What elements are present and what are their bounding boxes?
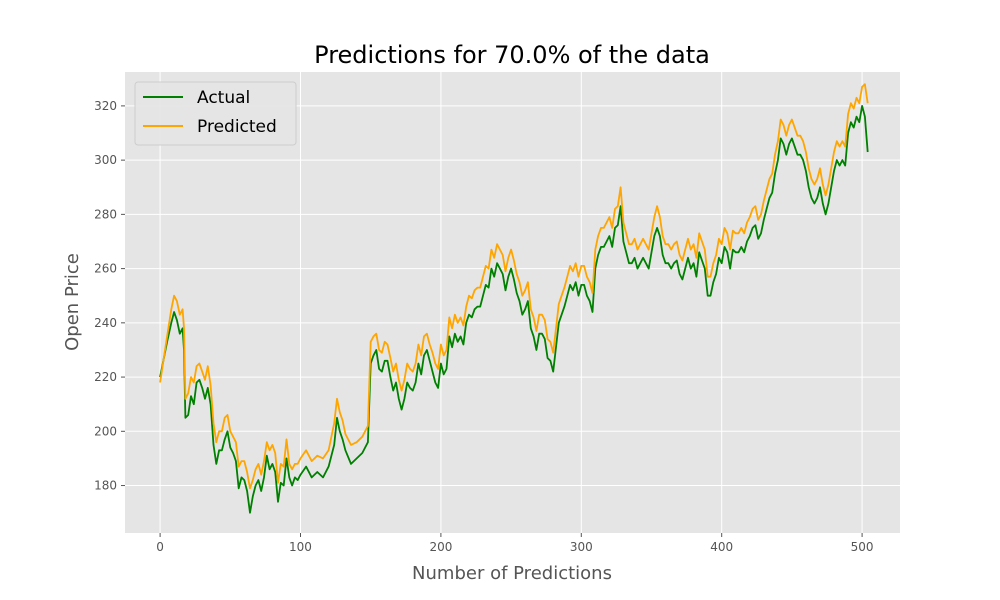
legend: Actual Predicted (134, 81, 297, 146)
y-tick-label: 280 (94, 207, 117, 221)
y-tick-label: 180 (94, 479, 117, 493)
x-axis-label: Number of Predictions (412, 563, 612, 584)
y-tick-label: 320 (94, 99, 117, 113)
chart-title: Predictions for 70.0% of the data (314, 41, 710, 69)
series-line-actual (159, 105, 869, 514)
x-axis-ticks: 0 100 200 300 400 500 (156, 533, 874, 554)
y-tick-label: 200 (94, 424, 117, 438)
y-axis-label: Open Price (62, 253, 83, 351)
x-tick-label: 200 (429, 540, 452, 554)
series-lines (159, 83, 869, 514)
x-tick-label: 400 (710, 540, 733, 554)
legend-label-predicted: Predicted (197, 117, 277, 137)
grid-lines (125, 72, 900, 533)
plot-area (125, 72, 900, 533)
y-axis-ticks: 180 200 220 240 260 280 300 320 (94, 99, 125, 493)
y-tick-label: 220 (94, 370, 117, 384)
y-tick-label: 260 (94, 262, 117, 276)
x-tick-label: 300 (570, 540, 593, 554)
y-tick-label: 300 (94, 153, 117, 167)
x-tick-label: 100 (289, 540, 312, 554)
legend-label-actual: Actual (197, 88, 250, 108)
x-tick-label: 500 (851, 540, 874, 554)
x-tick-label: 0 (156, 540, 164, 554)
y-tick-label: 240 (94, 316, 117, 330)
series-line-predicted (159, 83, 869, 490)
